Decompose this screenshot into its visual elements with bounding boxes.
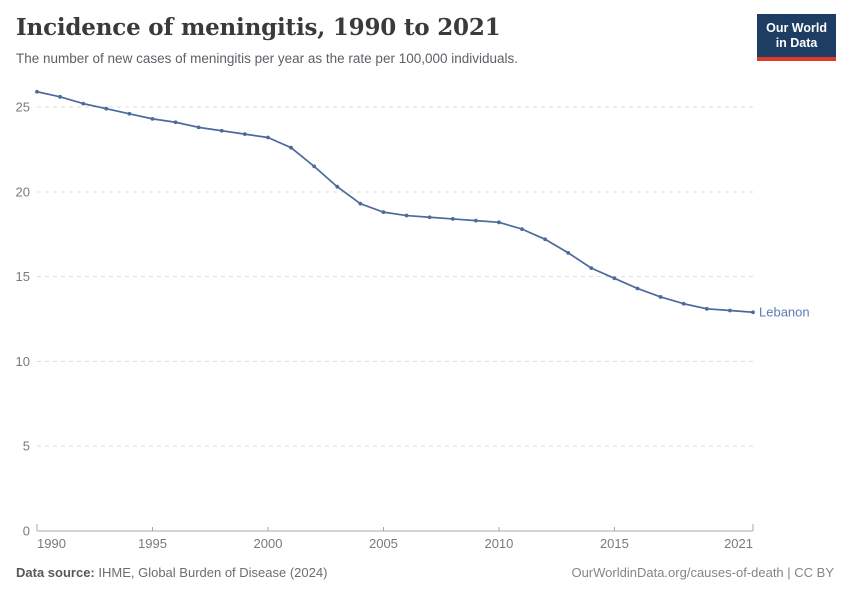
owid-logo[interactable]: Our World in Data (757, 14, 836, 61)
y-axis-tick-label: 10 (16, 354, 30, 369)
series-data-point (520, 227, 524, 232)
x-axis-tick-label: 2015 (600, 536, 629, 551)
series-data-point (104, 106, 109, 111)
series-data-point (219, 128, 224, 133)
series-data-point (81, 101, 86, 106)
chart-footer: Data source: IHME, Global Burden of Dise… (16, 565, 834, 580)
series-data-point (427, 215, 432, 220)
series-data-point (196, 125, 201, 130)
x-axis-tick-label: 2000 (254, 536, 283, 551)
x-axis-tick-label: 1995 (138, 536, 167, 551)
data-source-note: Data source: IHME, Global Burden of Dise… (16, 565, 327, 580)
chart-subtitle: The number of new cases of meningitis pe… (16, 51, 519, 66)
series-data-point (58, 94, 62, 99)
y-axis-tick-label: 25 (16, 100, 30, 115)
series-data-point (150, 116, 155, 121)
series-data-point (404, 213, 409, 218)
entity-label-lebanon[interactable]: Lebanon (759, 305, 810, 320)
y-axis-tick-label: 5 (23, 439, 30, 454)
series-data-point (173, 120, 178, 125)
chart-title: Incidence of meningitis, 1990 to 2021 (16, 14, 501, 41)
x-axis-tick-label: 2010 (484, 536, 513, 551)
series-data-point (566, 250, 571, 255)
line-chart-plot[interactable]: 0 5 10 15 20 25 1990 1995 2000 2005 2010 2015 2021 Le… (0, 80, 850, 558)
owid-logo-line1: Our World (766, 21, 827, 35)
series-data-point (312, 164, 317, 169)
y-axis-tick-label: 0 (23, 524, 30, 539)
series-data-point (497, 220, 501, 225)
series-data-point (242, 132, 247, 137)
series-data-point (658, 295, 663, 299)
series-data-point (704, 306, 709, 311)
y-axis-tick-label: 15 (16, 269, 30, 284)
x-axis-tick-label: 2005 (369, 536, 398, 551)
series-data-point (335, 184, 340, 189)
x-axis-tick-label: 1990 (37, 536, 66, 551)
y-axis-tick-label: 20 (16, 184, 30, 199)
owid-url-link[interactable]: OurWorldinData.org/causes-of-death | CC … (571, 565, 834, 580)
series-data-point (473, 218, 478, 223)
x-axis-tick-label: 2021 (724, 536, 753, 551)
series-data-point (728, 308, 732, 313)
series-line-lebanon[interactable] (36, 90, 754, 314)
series-data-point (612, 276, 617, 281)
series-data-point (635, 286, 640, 291)
series-data-point (589, 266, 594, 271)
owid-logo-line2: in Data (775, 35, 818, 50)
series-data-point (450, 217, 455, 221)
series-data-point (127, 111, 132, 116)
series-data-point (751, 310, 755, 315)
data-source-label: Data source: (16, 565, 95, 580)
series-data-point (681, 301, 686, 306)
series-data-point (358, 201, 363, 206)
series-data-point (266, 135, 270, 140)
series-data-point (289, 145, 293, 150)
series-data-point (543, 237, 548, 242)
data-source-name[interactable]: IHME, Global Burden of Disease (2024) (98, 565, 328, 580)
series-data-point (381, 210, 386, 215)
series-data-point (35, 89, 39, 94)
